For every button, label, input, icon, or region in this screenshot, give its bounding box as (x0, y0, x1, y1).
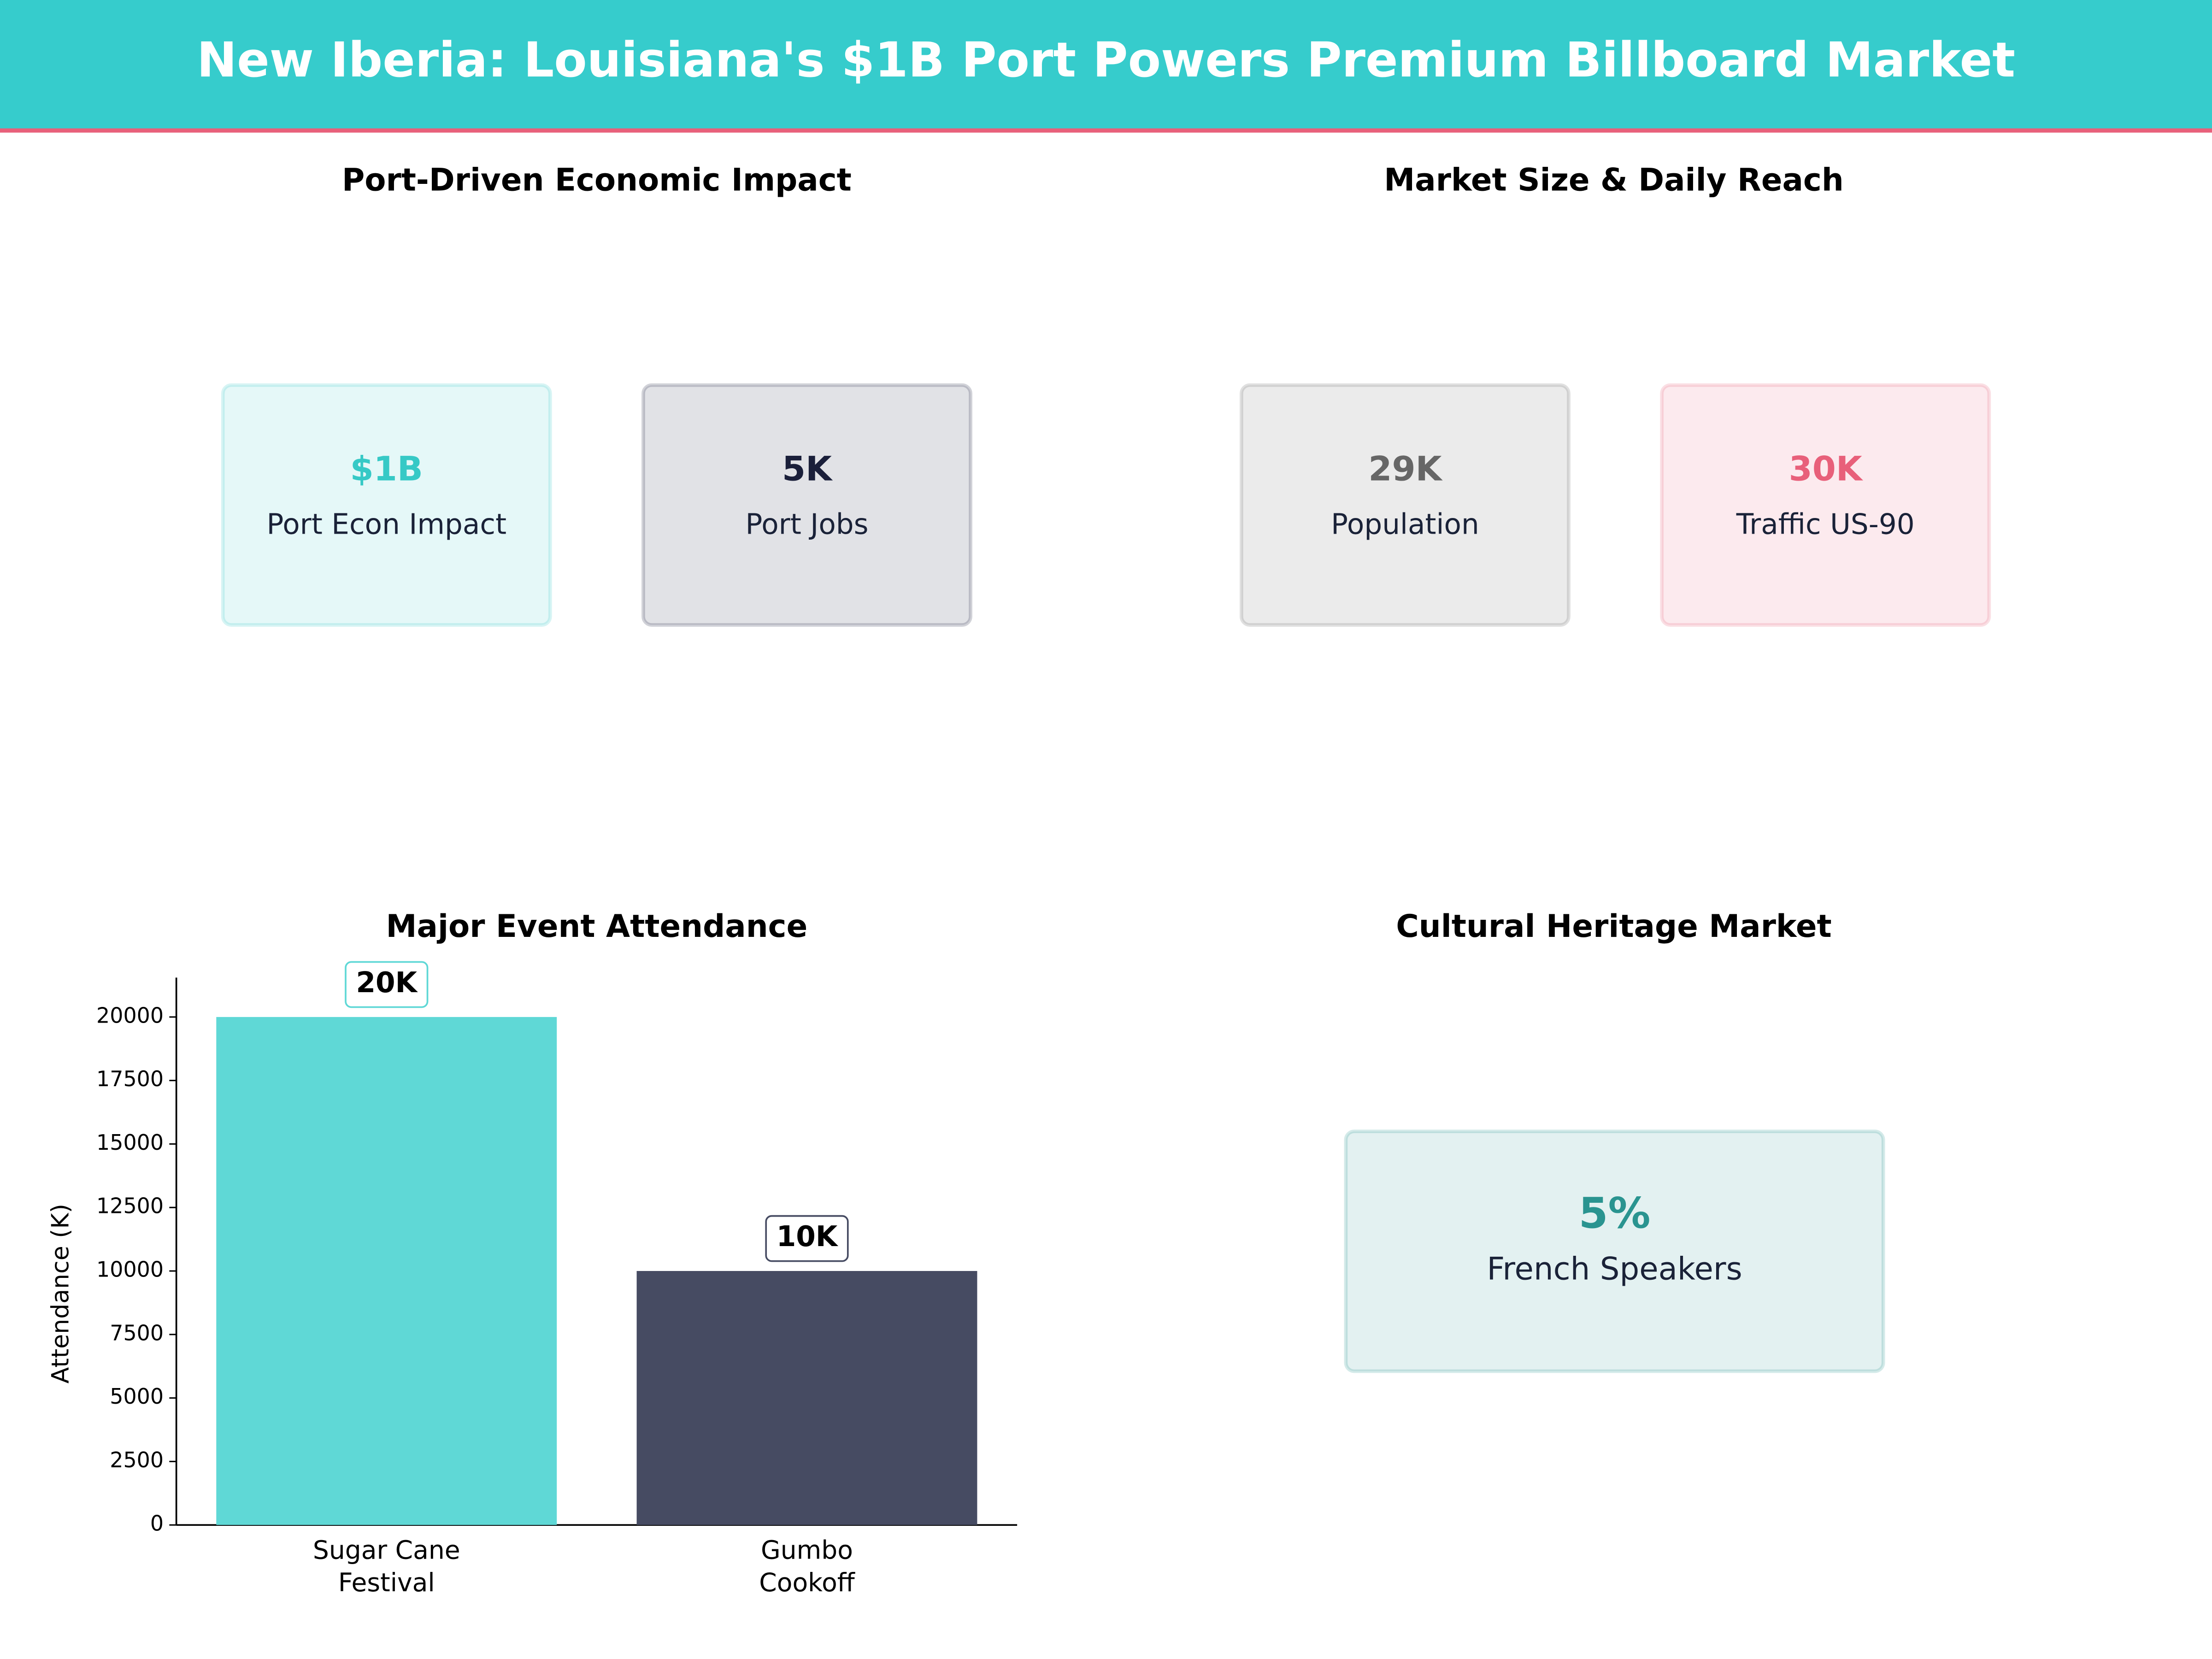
y-axis-label: Attendance (K) (47, 1204, 75, 1383)
kpi-label: Port Econ Impact (266, 508, 506, 541)
value-label: 10K (777, 1220, 839, 1253)
y-tick-label: 15000 (96, 1130, 164, 1155)
kpi-label: French Speakers (1487, 1251, 1742, 1287)
y-tick-label: 12500 (96, 1194, 164, 1218)
kpi-value: 5% (1579, 1188, 1651, 1238)
y-tick-label: 0 (150, 1511, 164, 1536)
chart-title: Major Event Attendance (386, 908, 808, 944)
kpi-value: 30K (1789, 449, 1864, 488)
panel-title: Market Size & Daily Reach (1384, 161, 1843, 198)
y-tick-label: 7500 (110, 1320, 164, 1345)
kpi-value: 29K (1368, 449, 1443, 488)
header-band (0, 0, 2212, 130)
y-tick-label: 5000 (110, 1384, 164, 1409)
x-tick-label: Gumbo (761, 1535, 853, 1565)
kpi-card (1344, 1130, 1885, 1373)
bar (216, 1017, 557, 1525)
kpi-label: Traffic US-90 (1736, 508, 1915, 541)
kpi-card (221, 383, 552, 627)
x-tick-label: Festival (338, 1568, 435, 1597)
value-label-box (765, 1215, 849, 1262)
panel-title: Cultural Heritage Market (1396, 908, 1831, 944)
bar (636, 1271, 977, 1525)
kpi-label: Population (1331, 508, 1479, 541)
panel-title: Port-Driven Economic Impact (342, 161, 852, 198)
x-tick-label: Sugar Cane (313, 1535, 460, 1565)
value-label-box (345, 961, 429, 1008)
kpi-card (1660, 383, 1991, 627)
y-tick-label: 17500 (96, 1066, 164, 1091)
kpi-label: Port Jobs (745, 508, 868, 541)
y-tick-label: 10000 (96, 1257, 164, 1282)
kpi-value: $1B (350, 449, 423, 488)
page-title: New Iberia: Louisiana's $1B Port Powers … (197, 32, 2015, 88)
kpi-card (641, 383, 972, 627)
value-label: 20K (356, 966, 418, 999)
kpi-card (1240, 383, 1571, 627)
kpi-value: 5K (782, 449, 833, 488)
y-tick-label: 20000 (96, 1003, 164, 1028)
y-tick-label: 2500 (110, 1447, 164, 1472)
x-tick-label: Cookoff (759, 1568, 855, 1597)
header-rule (0, 128, 2212, 133)
